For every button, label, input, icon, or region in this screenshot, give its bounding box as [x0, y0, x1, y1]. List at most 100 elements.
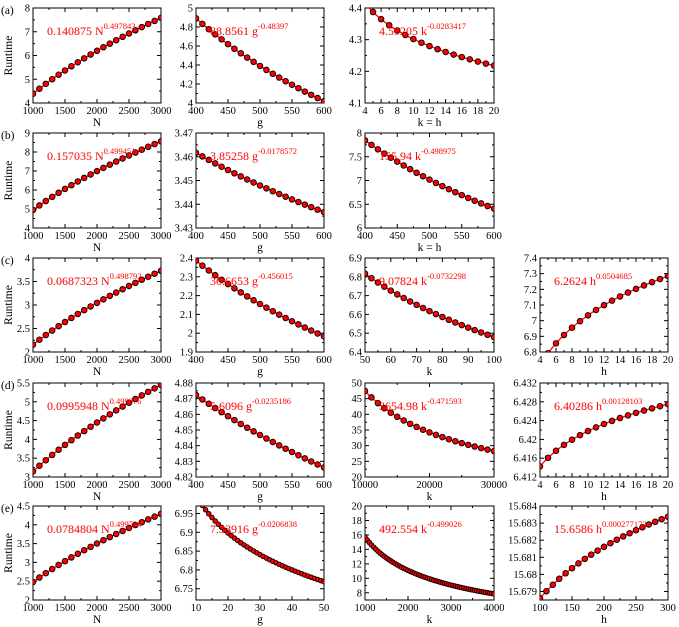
fit-exponent: -0.499026: [427, 519, 462, 529]
x-tick-label: 2500: [119, 106, 140, 117]
data-point: [307, 91, 315, 99]
fit-exponent: -0.456015: [258, 271, 293, 281]
data-point: [624, 412, 632, 419]
y-tick-label: 7.3: [524, 269, 537, 280]
data-point: [157, 138, 161, 145]
data-point: [576, 431, 584, 439]
fit-coefficient: 6.40286 h: [554, 399, 602, 413]
fit-exponent: -0.0206838: [258, 519, 297, 529]
x-tick-label: 450: [389, 231, 405, 242]
data-point: [132, 27, 139, 34]
fit-coefficient: 155.94 k: [379, 149, 421, 163]
fit-exponent: -0.0283417: [427, 21, 466, 31]
data-point: [199, 396, 206, 403]
fit-exponent: 0.0504685: [596, 271, 632, 281]
data-layer: [365, 534, 494, 597]
x-tick-label: 500: [252, 106, 268, 117]
data-point: [321, 578, 324, 585]
data-point: [202, 507, 209, 513]
data-point: [68, 436, 75, 444]
data-layer: [196, 149, 324, 216]
x-tick-label: 2000: [87, 106, 108, 117]
x-tick-label: 6: [379, 106, 384, 117]
data-point: [458, 321, 466, 329]
data-point: [55, 322, 62, 330]
panel-0: 1000 1500 2000 2500 3000 4 5 6 7 8 N Runtime (a) 0.14…: [1, 4, 172, 130]
data-point: [626, 530, 633, 537]
y-tick-label: 4.3: [349, 35, 362, 46]
data-point: [640, 282, 648, 289]
x-tick-label: 2500: [119, 231, 140, 242]
data-point: [93, 419, 101, 426]
data-point: [466, 56, 474, 63]
x-axis-label: k: [427, 491, 433, 503]
data-point: [282, 314, 289, 322]
fit-coefficient: 0.0995948 N: [47, 399, 110, 413]
data-point: [314, 94, 321, 102]
x-tick-label: 100: [486, 355, 502, 366]
data-layer: [365, 387, 494, 455]
data-point: [544, 454, 552, 462]
y-tick-label: 3.45: [175, 176, 193, 187]
y-tick-label: 4.2: [180, 80, 193, 91]
data-point: [295, 198, 302, 206]
fit-exponent: -0.48397: [258, 21, 288, 31]
data-point: [624, 289, 632, 296]
data-point: [426, 429, 433, 436]
x-tick-label: 60: [386, 355, 397, 366]
fit-exponent: 0.00128103: [602, 396, 642, 406]
data-point: [237, 420, 245, 428]
data-point: [549, 581, 557, 589]
y-tick-label: 7.1: [524, 301, 537, 312]
y-tick-label: 4.85: [175, 426, 193, 437]
fit-exponent: 0.000277172: [602, 519, 647, 529]
x-tick-label: 90: [463, 355, 474, 366]
data-point: [218, 408, 225, 416]
data-point: [151, 385, 158, 392]
data-point: [439, 182, 446, 190]
panel-8: 50 60 70 80 90 100 6.4 6.5 6.6 6.7 6.8 6.9 k 9.07824 …: [349, 254, 502, 379]
data-point: [87, 171, 94, 178]
data-point: [42, 80, 50, 88]
data-point: [263, 66, 270, 74]
row-label: (a): [1, 5, 14, 17]
y-tick-label: 7: [25, 167, 30, 178]
panel-11: 400 450 500 550 600 4.82 4.83 4.84 4.85 4.86 4.87 4…: [175, 379, 332, 504]
y-tick-label: 4: [25, 520, 31, 531]
x-tick-label: 16: [631, 480, 642, 491]
data-point: [250, 297, 257, 304]
data-point: [250, 428, 257, 435]
fit-annotation: 0.157035 N0.499451: [47, 146, 136, 163]
data-point: [243, 54, 251, 61]
y-tick-label: 4.82: [175, 473, 193, 484]
y-tick-label: 45: [352, 394, 363, 405]
x-axis-label: h: [601, 614, 607, 626]
data-point: [282, 77, 289, 85]
data-point: [218, 276, 225, 283]
data-point: [269, 187, 277, 195]
y-tick-label: 35: [352, 426, 363, 437]
y-tick-label: 15.683: [508, 519, 537, 530]
y-tick-label: 4.6: [180, 42, 193, 53]
data-point: [314, 330, 321, 337]
data-point: [87, 543, 94, 551]
y-tick-label: 6: [25, 51, 30, 62]
data-point: [368, 274, 375, 282]
x-tick-label: 450: [220, 355, 236, 366]
data-point: [307, 327, 315, 334]
x-axis-label: k: [427, 614, 433, 626]
x-tick-label: 20000: [416, 480, 442, 491]
data-point: [471, 443, 478, 450]
y-tick-label: 5: [25, 205, 30, 216]
panel-5: 400 450 500 550 600 6 6.5 7 7.5 8 k = h 155.94 k-0.…: [349, 129, 502, 255]
y-tick-label: 15.682: [508, 536, 537, 547]
y-axis-label: Runtime: [3, 533, 15, 573]
data-point: [632, 285, 640, 293]
data-point: [482, 60, 490, 67]
data-point: [442, 48, 449, 56]
data-point: [132, 149, 139, 156]
data-point: [632, 409, 640, 417]
data-point: [484, 202, 491, 210]
y-tick-label: 25: [352, 457, 363, 468]
y-tick-label: 7: [357, 176, 362, 187]
